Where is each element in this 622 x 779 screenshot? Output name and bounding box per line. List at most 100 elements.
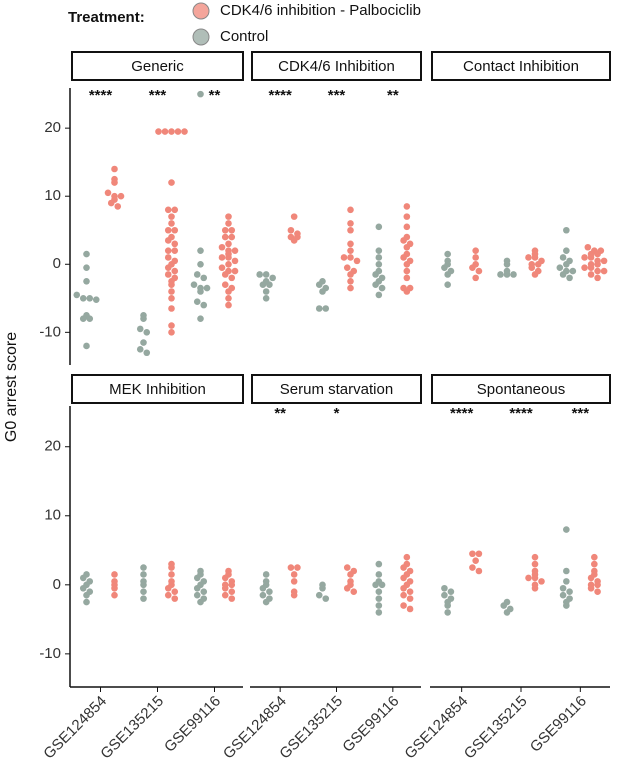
significance-label: *** xyxy=(572,405,590,422)
facet-title: Contact Inhibition xyxy=(463,58,579,75)
data-point xyxy=(503,260,511,268)
facet-strip xyxy=(71,51,244,81)
data-point xyxy=(444,250,451,258)
data-point xyxy=(531,560,539,568)
data-point xyxy=(400,237,407,244)
data-point xyxy=(525,254,532,261)
data-point xyxy=(510,271,517,278)
data-point xyxy=(340,254,348,261)
data-point xyxy=(563,260,570,268)
data-point xyxy=(594,588,601,596)
data-point xyxy=(231,257,239,265)
data-point xyxy=(73,291,81,299)
data-point xyxy=(225,220,232,227)
data-point xyxy=(290,237,298,244)
data-point xyxy=(347,247,354,254)
legend-label: CDK4/6 inhibition - Palbociclib xyxy=(220,2,421,19)
data-point xyxy=(531,553,539,561)
data-point xyxy=(528,264,536,271)
data-point xyxy=(400,591,407,599)
data-point xyxy=(140,339,147,346)
data-point xyxy=(221,271,229,278)
data-point xyxy=(262,271,270,278)
data-point xyxy=(266,281,273,288)
data-point xyxy=(378,284,386,292)
data-point xyxy=(587,254,595,261)
data-point xyxy=(591,560,598,568)
data-point xyxy=(171,206,179,214)
data-point xyxy=(587,271,595,278)
data-point xyxy=(168,179,175,186)
data-point xyxy=(86,315,94,323)
data-point xyxy=(168,329,175,336)
data-point xyxy=(347,226,354,234)
data-point xyxy=(111,584,118,592)
data-point xyxy=(164,237,172,244)
data-point xyxy=(262,295,270,302)
data-point xyxy=(594,274,601,282)
data-point xyxy=(503,609,511,616)
data-point xyxy=(221,574,229,582)
data-point xyxy=(168,571,175,578)
data-point xyxy=(83,591,90,599)
significance-label: **** xyxy=(89,87,113,104)
data-point xyxy=(221,591,229,599)
data-point xyxy=(266,588,273,596)
data-point xyxy=(200,301,208,309)
data-point xyxy=(319,288,326,295)
data-point xyxy=(375,247,383,254)
data-point xyxy=(269,274,276,282)
data-point xyxy=(375,595,383,602)
data-point xyxy=(155,128,162,135)
data-point xyxy=(353,257,361,265)
facet-strip xyxy=(71,374,244,404)
data-point xyxy=(403,553,411,561)
y-tick-label: 10 xyxy=(44,507,61,524)
data-point xyxy=(86,295,94,302)
data-point xyxy=(347,271,354,278)
data-point xyxy=(262,571,270,578)
data-point xyxy=(83,264,90,271)
data-point xyxy=(143,329,151,336)
y-tick-label: 20 xyxy=(44,438,61,455)
data-point xyxy=(403,213,411,220)
data-point xyxy=(228,595,236,602)
data-point xyxy=(174,128,182,135)
data-point xyxy=(168,128,175,135)
facet-title: Spontaneous xyxy=(477,381,565,398)
data-point xyxy=(444,609,451,616)
data-point xyxy=(164,271,172,278)
data-point xyxy=(140,571,147,578)
x-tick-label: GSE135215 xyxy=(461,693,531,763)
data-point xyxy=(343,584,351,592)
data-point xyxy=(111,571,118,578)
significance-label: **** xyxy=(268,87,292,104)
data-point xyxy=(168,288,175,295)
data-point xyxy=(347,277,354,285)
data-point xyxy=(287,564,295,571)
facet-title: MEK Inhibition xyxy=(109,381,206,398)
data-point xyxy=(197,288,204,295)
facet-strip xyxy=(431,374,611,404)
data-point xyxy=(197,315,204,323)
data-point xyxy=(228,226,236,234)
data-point xyxy=(563,526,570,533)
data-point xyxy=(294,564,301,571)
data-point xyxy=(503,271,511,278)
data-point xyxy=(559,584,567,592)
data-point xyxy=(497,271,504,278)
y-axis-label: G0 arrest score xyxy=(3,332,20,442)
data-point xyxy=(114,203,122,210)
data-point xyxy=(343,564,351,571)
data-point xyxy=(569,267,577,275)
significance-label: ** xyxy=(209,87,221,104)
data-point xyxy=(136,346,144,353)
data-point xyxy=(140,595,147,602)
data-point xyxy=(83,277,90,285)
data-point xyxy=(472,247,479,254)
data-point xyxy=(197,598,204,606)
data-point xyxy=(315,281,323,288)
y-tick-label: 10 xyxy=(44,187,61,204)
data-point xyxy=(375,260,383,268)
